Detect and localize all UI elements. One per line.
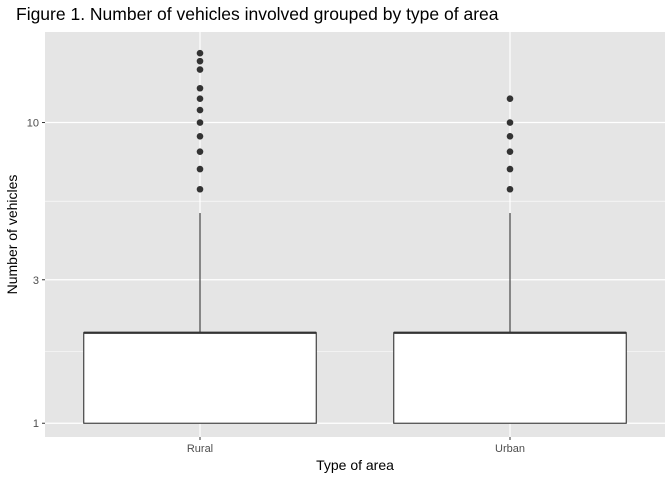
outlier-point [196, 95, 204, 103]
box-rect [393, 332, 627, 424]
outlier-point [196, 57, 204, 65]
x-axis-title: Type of area [316, 457, 394, 473]
chart-title: Figure 1. Number of vehicles involved gr… [16, 4, 499, 24]
outlier-point [196, 148, 204, 155]
outlier-point [506, 132, 514, 140]
outlier-point [506, 185, 514, 193]
outlier-point [196, 165, 204, 173]
y-tick-label: 10 [27, 118, 39, 130]
outlier-point [196, 185, 204, 193]
outlier-point [196, 66, 204, 73]
box-urban [393, 95, 627, 424]
outlier-point [506, 119, 514, 126]
outlier-point [196, 132, 204, 140]
box-rect [83, 332, 317, 424]
outlier-point [196, 49, 204, 57]
box-rural [83, 49, 317, 424]
y-axis-title: Number of vehicles [4, 175, 20, 295]
outlier-point [196, 119, 204, 126]
boxes [83, 49, 627, 424]
y-tick-label: 1 [33, 418, 39, 430]
outlier-point [506, 165, 514, 173]
outlier-point [506, 95, 514, 103]
x-axis: Rural Urban [187, 437, 525, 455]
outlier-point [506, 148, 514, 155]
outlier-point [196, 106, 204, 114]
y-tick-label: 3 [33, 275, 39, 287]
y-axis: 1 3 10 [27, 118, 45, 430]
outlier-point [196, 84, 204, 92]
x-tick-label: Rural [187, 443, 213, 455]
x-tick-label: Urban [495, 443, 525, 455]
